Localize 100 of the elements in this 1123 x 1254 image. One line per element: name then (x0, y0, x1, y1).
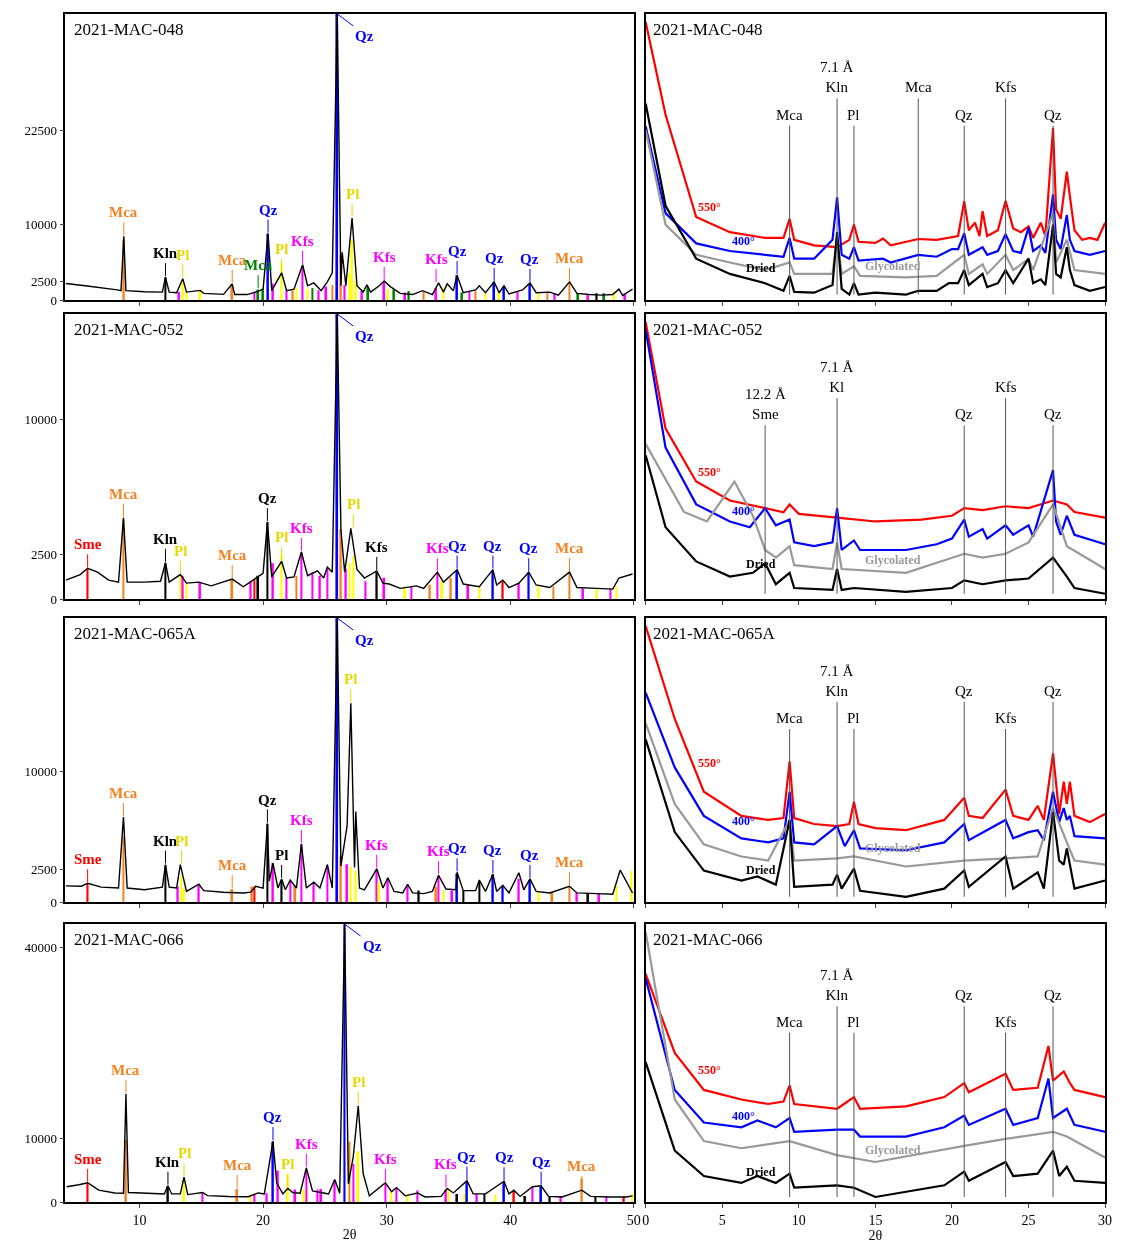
annotation: Sme (74, 1151, 102, 1167)
series-label: Dried (746, 557, 776, 571)
x-tick-label: 15 (868, 1212, 883, 1228)
annotation: Pl (176, 247, 190, 263)
x-tick-label: 50 (626, 1212, 641, 1228)
y-tick-label: 2500 (31, 862, 58, 878)
chart-title: 2021-MAC-052 (74, 320, 184, 339)
ref-line-label: Kfs (995, 710, 1017, 726)
annotation: Qz (355, 328, 374, 344)
annotation: Kfs (290, 812, 313, 828)
ref-line-label: Qz (1044, 107, 1062, 123)
annotation: Qz (355, 632, 374, 648)
annotation: Qz (258, 490, 277, 506)
y-tick-label: 40000 (24, 939, 58, 955)
y-tick-label: 2500 (31, 546, 58, 562)
y-tick-label: 10000 (24, 217, 58, 233)
annotation: Qz (520, 251, 539, 267)
annotation: Kfs (426, 540, 449, 556)
annotation: Kln (155, 1154, 180, 1170)
x-tick-label: 30 (379, 1212, 394, 1228)
annotation: Qz (258, 792, 277, 808)
ref-line-label: Mca (905, 79, 932, 95)
x-tick-label: 30 (1098, 1212, 1113, 1228)
y-tick-label: 0 (50, 894, 58, 910)
chart-title: 2021-MAC-048 (653, 20, 763, 39)
annotation: Kfs (374, 1151, 397, 1167)
annotation: Qz (483, 538, 502, 554)
ref-line-label: 7.1 Å Kln (820, 59, 854, 95)
annotation: Mca (555, 854, 584, 870)
chart-title: 2021-MAC-065A (74, 624, 197, 643)
ref-line-label: Qz (955, 987, 973, 1003)
annotation: Mca (111, 1062, 140, 1078)
x-tick-label: 5 (718, 1212, 726, 1228)
annotation: Mca (567, 1158, 596, 1174)
annotation: Mca (223, 1157, 252, 1173)
x-tick-label: 0 (642, 1212, 650, 1228)
x-axis-title: 2θ (868, 1227, 883, 1243)
annotation: Pl (275, 847, 289, 863)
chart-title: 2021-MAC-066 (74, 930, 184, 949)
series-label: Glycolated (865, 553, 921, 567)
annotation: Mca (218, 857, 247, 873)
annotation: Kfs (427, 843, 450, 859)
x-tick-label: 10 (791, 1212, 806, 1228)
chart-title: 2021-MAC-066 (653, 930, 763, 949)
ref-line-label: 12.2 Å Sme (745, 386, 786, 422)
series-label: Dried (746, 863, 776, 877)
annotation: Qz (520, 847, 539, 863)
annotation: Qz (448, 840, 467, 856)
annotation: Mca (109, 785, 138, 801)
annotation: Pl (275, 241, 289, 257)
y-tick-label: 0 (50, 292, 58, 308)
ref-line-label: Mca (776, 710, 803, 726)
y-tick-label: 0 (50, 1194, 58, 1210)
ref-line-label: 7.1 Å Kl (820, 359, 854, 395)
series-label: 400° (732, 504, 755, 518)
ref-line-label: Qz (1044, 987, 1062, 1003)
ref-line-label: Pl (847, 1014, 860, 1030)
annotation: Pl (344, 671, 358, 687)
ref-line-label: Qz (1044, 683, 1062, 699)
annotation: Kfs (434, 1156, 457, 1172)
annotation: Qz (495, 1149, 514, 1165)
y-tick-label: 22500 (24, 123, 58, 139)
annotation: Qz (263, 1109, 282, 1125)
ref-line-label: Pl (847, 107, 860, 123)
series-label: 550° (698, 756, 721, 770)
y-tick-label: 10000 (24, 763, 58, 779)
annotation: Pl (347, 496, 361, 512)
chart-title: 2021-MAC-052 (653, 320, 763, 339)
ref-line-label: Kfs (995, 79, 1017, 95)
annotation: Pl (352, 1074, 366, 1090)
annotation: Qz (363, 938, 382, 954)
y-tick-label: 10000 (24, 412, 58, 428)
annotation: Kfs (295, 1136, 318, 1152)
annotation: Qz (448, 243, 467, 259)
annotation: Mca (218, 547, 247, 563)
ref-line-label: 7.1 Å Kln (820, 663, 854, 699)
ref-line-label: Pl (847, 710, 860, 726)
annotation: Kfs (365, 539, 388, 555)
annotation: Qz (483, 842, 502, 858)
series-label: 550° (698, 465, 721, 479)
ref-line-label: 7.1 Å Kln (820, 967, 854, 1003)
chart-title: 2021-MAC-065A (653, 624, 776, 643)
series-label: 400° (732, 814, 755, 828)
y-tick-label: 0 (50, 591, 58, 607)
annotation: Kfs (290, 520, 313, 536)
annotation: Pl (175, 833, 189, 849)
y-tick-label: 10000 (24, 1131, 58, 1147)
x-tick-label: 25 (1021, 1212, 1036, 1228)
series-label: 550° (698, 200, 721, 214)
annotation: Qz (259, 202, 278, 218)
annotation: Kfs (425, 251, 448, 267)
x-tick-label: 40 (503, 1212, 518, 1228)
series-label: Glycolated (865, 1143, 921, 1157)
annotation: Mca (109, 204, 138, 220)
annotation: Sme (74, 536, 102, 552)
series-label: 400° (732, 1109, 755, 1123)
annotation: Mca (109, 486, 138, 502)
y-tick-label: 2500 (31, 273, 58, 289)
ref-line-label: Mca (776, 1014, 803, 1030)
annotation: Pl (275, 529, 289, 545)
